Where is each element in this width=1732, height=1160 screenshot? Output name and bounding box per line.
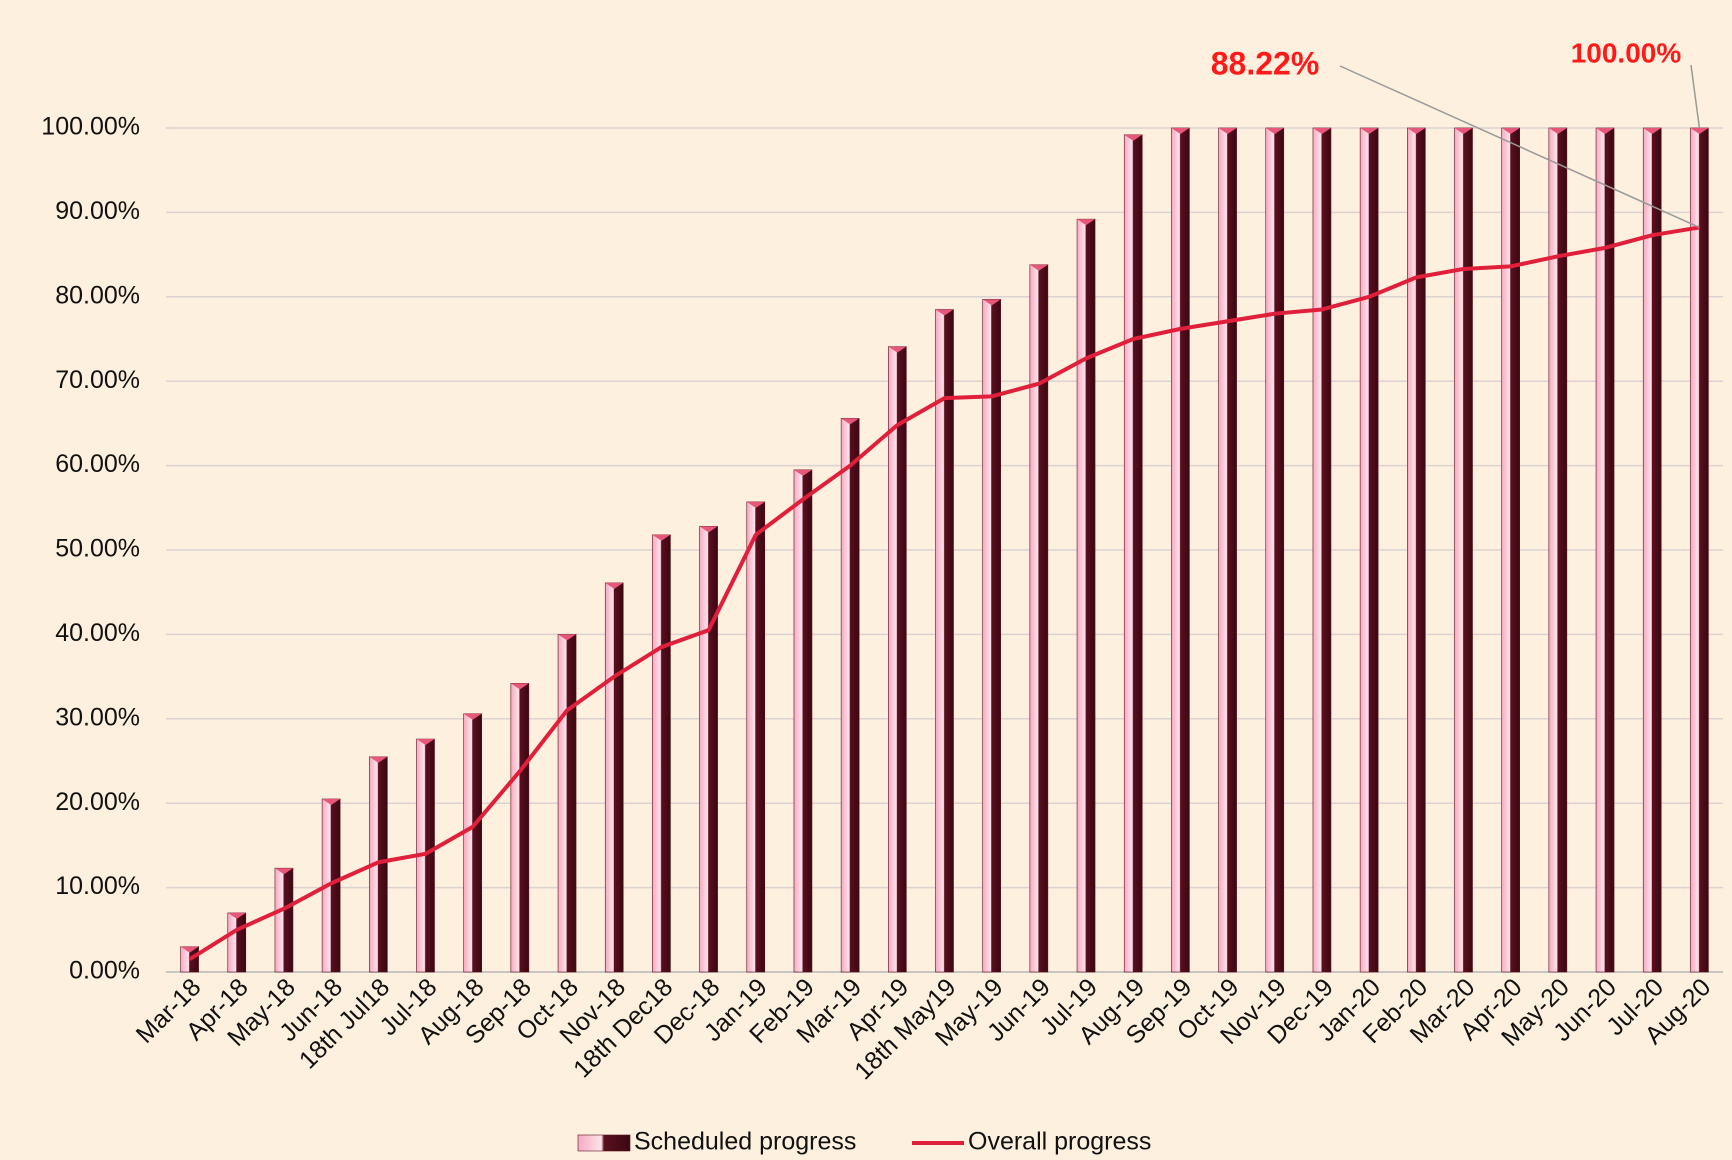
bar — [1218, 127, 1237, 973]
bar-cap — [1501, 128, 1520, 134]
bar-cap — [322, 798, 341, 805]
bar — [557, 634, 577, 973]
bar — [1501, 127, 1520, 973]
bar-cap — [1407, 128, 1426, 134]
bar — [510, 683, 530, 973]
bar — [1123, 134, 1143, 973]
data-label: 88.22% — [1211, 45, 1320, 81]
bar-cap — [416, 739, 435, 746]
bar — [840, 418, 860, 973]
bar-cap — [652, 534, 671, 541]
bar-cap — [558, 634, 577, 641]
bar — [935, 309, 954, 973]
bar — [1407, 127, 1426, 973]
bar-cap — [746, 501, 765, 508]
bar — [274, 867, 294, 973]
bar-cap — [605, 582, 624, 589]
bar — [888, 346, 907, 973]
bar-cap — [1029, 264, 1048, 271]
bar — [1595, 127, 1615, 973]
y-tick-label: 10.00% — [55, 872, 140, 900]
y-tick-label: 80.00% — [55, 281, 140, 309]
y-tick-label: 90.00% — [55, 197, 140, 225]
bar — [1690, 127, 1709, 973]
y-tick-label: 40.00% — [55, 619, 140, 647]
y-tick-label: 50.00% — [55, 535, 140, 563]
y-tick-label: 20.00% — [55, 788, 140, 816]
bar-cap — [1265, 128, 1284, 134]
bar — [982, 299, 1001, 973]
legend-label: Overall progress — [968, 1128, 1151, 1156]
bar-cap — [1548, 128, 1567, 134]
bar — [1076, 218, 1096, 973]
bar-cap — [982, 299, 1001, 306]
bar — [1454, 127, 1473, 973]
bar-cap — [935, 309, 954, 316]
bar-cap — [274, 868, 293, 875]
bar-cap — [888, 346, 907, 353]
bar — [699, 526, 718, 973]
bar-cap — [1124, 134, 1143, 141]
bar-cap — [227, 912, 246, 919]
bar — [1265, 127, 1285, 973]
line — [188, 225, 1700, 962]
bar-cap — [841, 418, 860, 425]
y-tick-label: 30.00% — [55, 703, 140, 731]
bar-cap — [180, 946, 199, 953]
data-label: 100.00% — [1571, 37, 1682, 68]
bar — [746, 501, 766, 973]
bar-cap — [1077, 219, 1096, 226]
bar — [1171, 127, 1190, 973]
bar-cap — [510, 683, 529, 690]
y-tick-label: 70.00% — [55, 366, 140, 394]
y-tick-label: 0.00% — [69, 957, 140, 985]
bar — [604, 582, 624, 973]
bar-cap — [1218, 128, 1237, 134]
bar-cap — [1312, 128, 1331, 134]
y-tick-label: 100.00% — [41, 113, 140, 141]
bar-cap — [793, 469, 812, 476]
bar — [652, 534, 671, 973]
bar-cap — [1690, 128, 1709, 134]
bar-cap — [1454, 128, 1473, 134]
bar-cap — [1360, 128, 1379, 134]
bar-cap — [369, 756, 388, 763]
leader-line — [1690, 64, 1701, 129]
bar — [227, 912, 247, 973]
bar — [1029, 264, 1049, 973]
legend-label: Scheduled progress — [634, 1128, 856, 1156]
bar-cap — [1171, 128, 1190, 134]
legend-swatch — [577, 1134, 631, 1152]
bar — [463, 713, 482, 973]
y-tick-label: 60.00% — [55, 450, 140, 478]
bar-cap — [699, 526, 718, 533]
bar — [793, 469, 813, 973]
bar-cap — [463, 713, 482, 720]
leader-line — [1339, 65, 1700, 229]
bar — [1359, 127, 1379, 973]
bar — [1642, 127, 1662, 973]
bar-cap — [1643, 128, 1662, 134]
bar — [1312, 127, 1332, 973]
bar-cap — [1596, 128, 1615, 134]
